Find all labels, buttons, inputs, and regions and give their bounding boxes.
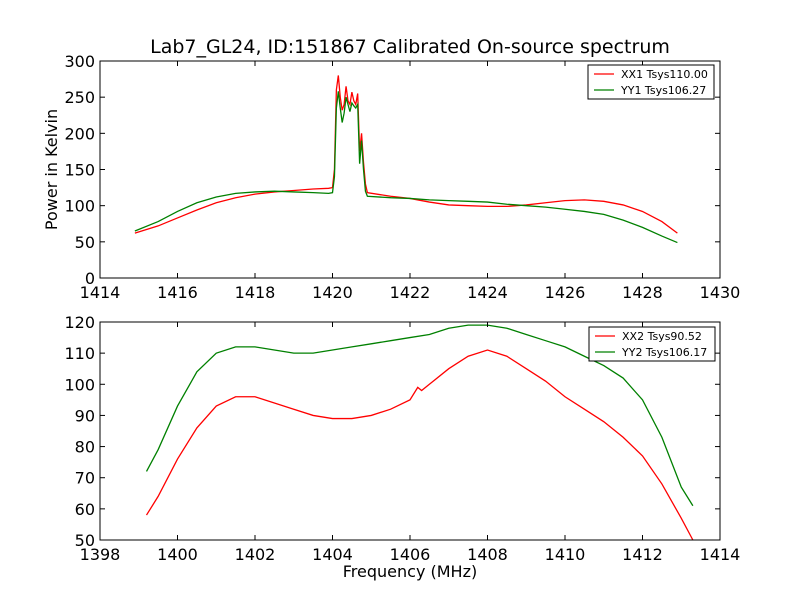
bottom-ytick-label: 120 [64,313,95,332]
top-ytick-label: 200 [64,124,95,143]
top-ytick-label: 0 [85,269,95,288]
top-xtick-label: 1424 [467,283,508,302]
top-xtick-label: 1414 [80,283,121,302]
top-ticks: 1414 1416 1418 1420 1422 1424 1426 1428 1430 0 50 1… [64,52,740,302]
bottom-ytick-label: 100 [64,375,95,394]
bottom-ytick-label: 60 [75,500,95,519]
top-ytick-label: 100 [64,197,95,216]
bottom-xtick-label: 1408 [467,545,508,564]
bottom-ytick-label: 70 [75,469,95,488]
bottom-ytick-label: 50 [75,531,95,550]
top-plot: 1414 1416 1418 1420 1422 1424 1426 1428 1430 0 50 1… [42,52,740,302]
bottom-xtick-label: 1410 [545,545,586,564]
bottom-xtick-label: 1404 [312,545,353,564]
bottom-xtick-label: 1414 [700,545,741,564]
top-legend-box [587,64,715,100]
legend-label-yy2: YY2 Tsys106.17 [621,346,707,359]
bottom-ticks: 1398 1400 1402 1404 1406 1408 1410 1412 1414 50 60… [64,313,740,564]
chart-title: Lab7_GL24, ID:151867 Calibrated On-sourc… [150,36,670,58]
top-legend: XX1 Tsys110.00 YY1 Tsys106.27 [587,64,715,100]
bottom-ytick-label: 80 [75,438,95,457]
bottom-x-axis-label: Frequency (MHz) [343,562,477,581]
bottom-xtick-label: 1400 [157,545,198,564]
legend-label-yy1: YY1 Tsys106.27 [620,84,706,97]
bottom-plot: 1398 1400 1402 1404 1406 1408 1410 1412 1414 50 60… [64,313,740,581]
top-xtick-label: 1428 [622,283,663,302]
top-ytick-label: 250 [64,88,95,107]
bottom-xtick-label: 1398 [80,545,121,564]
bottom-series-line-0 [145,349,694,541]
top-xtick-label: 1416 [157,283,198,302]
legend-label-xx2: XX2 Tsys90.52 [622,330,702,343]
top-series-group [134,75,678,244]
bottom-ytick-label: 90 [75,406,95,425]
top-xtick-label: 1426 [545,283,586,302]
bottom-xtick-label: 1406 [390,545,431,564]
top-ytick-label: 300 [64,52,95,71]
bottom-legend-box [588,326,716,362]
bottom-series-group [145,324,694,541]
bottom-ytick-label: 110 [64,344,95,363]
top-ytick-label: 50 [75,233,95,252]
top-xtick-label: 1420 [312,283,353,302]
top-xtick-label: 1422 [390,283,431,302]
top-ytick-label: 150 [64,161,95,180]
bottom-legend: XX2 Tsys90.52 YY2 Tsys106.17 [588,326,716,362]
top-series-line-1 [134,91,678,244]
top-xtick-label: 1418 [235,283,276,302]
bottom-series-line-1 [145,324,694,507]
top-xtick-label: 1430 [700,283,741,302]
bottom-xtick-label: 1412 [622,545,663,564]
top-y-axis-label: Power in Kelvin [42,109,61,230]
legend-label-xx1: XX1 Tsys110.00 [621,68,708,81]
bottom-xtick-label: 1402 [235,545,276,564]
